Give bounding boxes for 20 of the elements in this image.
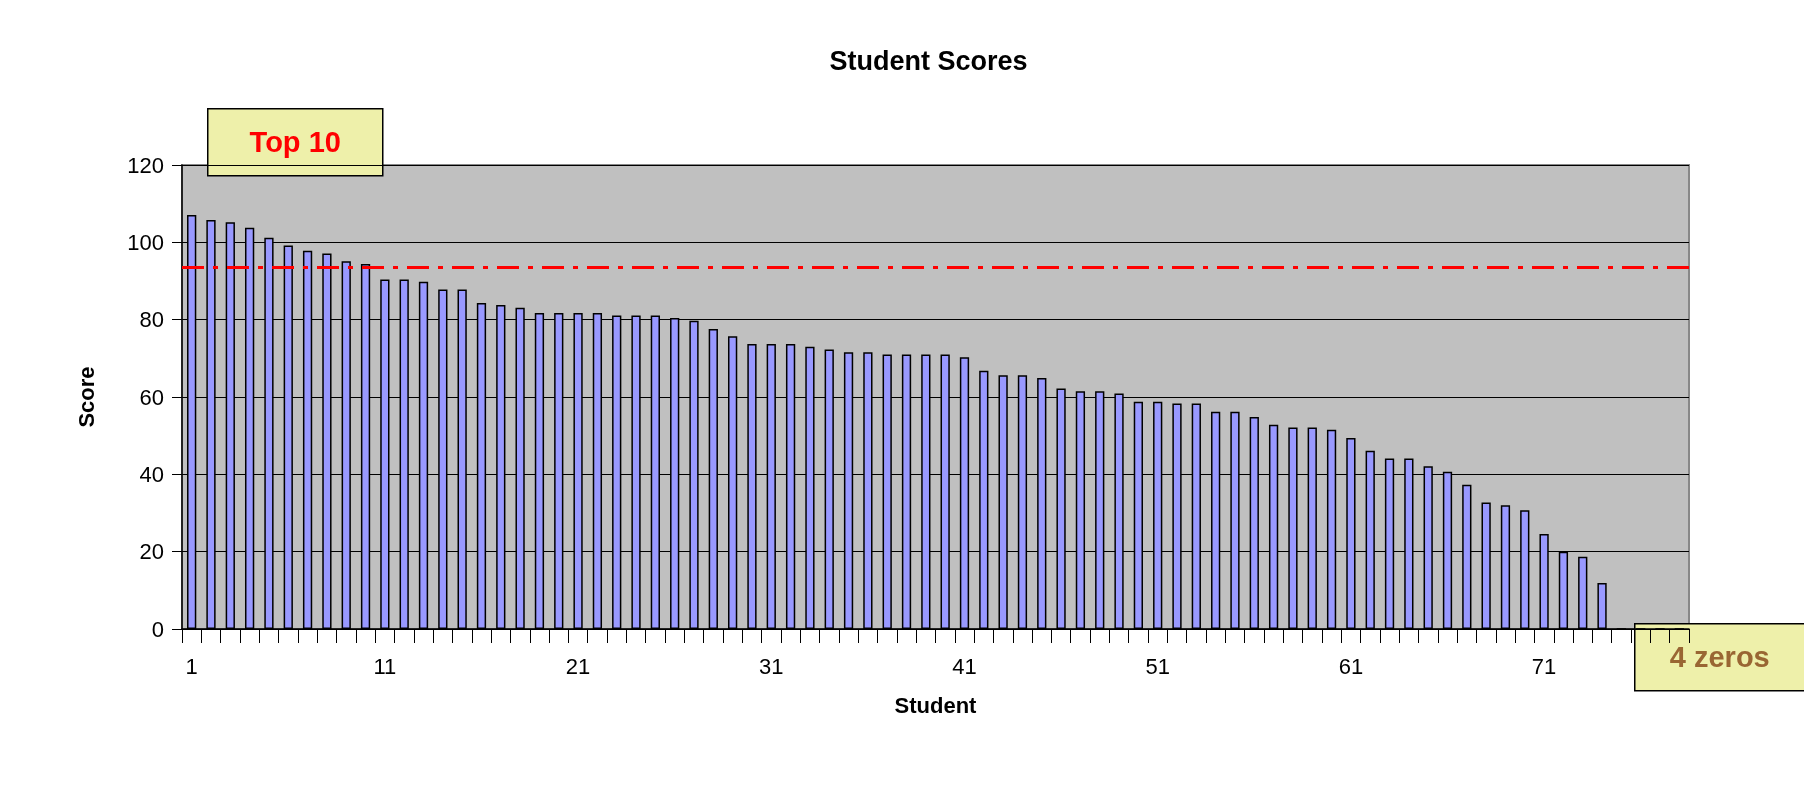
x-tick-label: 11	[373, 653, 397, 679]
text: 4 zeros	[1669, 641, 1770, 674]
y-tick-label: 20	[139, 539, 164, 565]
y-tick-label: 80	[139, 307, 164, 333]
x-axis-title: Student	[894, 692, 978, 718]
chart-title: Student Scores	[829, 45, 1028, 76]
y-tick-label: 40	[139, 461, 164, 487]
y-tick-label: 100	[127, 229, 164, 255]
x-tick-label: 61	[1338, 653, 1364, 679]
y-tick-label: 60	[139, 384, 164, 410]
x-tick-label: 71	[1531, 653, 1557, 679]
y-tick-label: 0	[151, 616, 164, 642]
text: Top 10	[249, 126, 341, 159]
y-axis-title: Score	[73, 366, 99, 428]
x-tick-label: 51	[1145, 653, 1170, 679]
y-tick-label: 120	[127, 152, 164, 178]
x-tick-label: 1	[185, 653, 198, 679]
x-tick-label: 31	[759, 653, 784, 679]
x-tick-label: 41	[952, 653, 977, 679]
x-tick-label: 21	[565, 653, 591, 679]
